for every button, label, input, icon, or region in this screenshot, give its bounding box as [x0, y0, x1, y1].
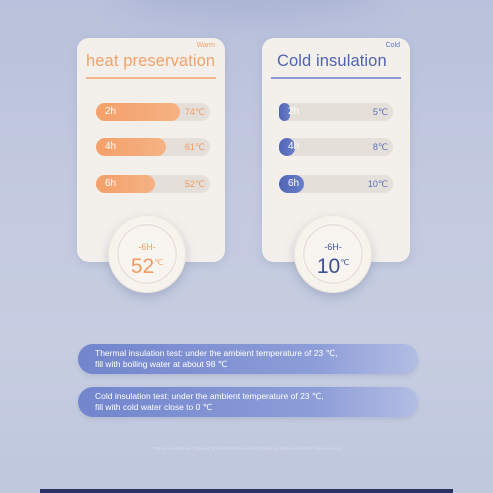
- cold-bar-fill: [279, 138, 295, 156]
- bar-temp-value: 52℃: [184, 179, 205, 189]
- bar-temp-value: 8℃: [372, 142, 388, 152]
- dial-temp-number: 52: [130, 255, 155, 278]
- dial-inner-ring: [303, 224, 363, 284]
- bar-hours-label: 6h: [288, 178, 300, 189]
- dial-temp-number: 10: [316, 255, 341, 278]
- warm-bar-6h: 6h 52℃: [96, 175, 210, 193]
- warm-tag: Warm: [196, 42, 215, 49]
- cold-insulation-title: Cold insulation: [277, 52, 387, 70]
- bar-hours-label: 2h: [105, 106, 117, 117]
- thermal-line-2: fill with boiling water at about 98 ℃: [95, 359, 228, 369]
- cold-bar-4h: 4h 8℃: [279, 138, 393, 156]
- warm-temperature-dial: -6H- 52℃: [108, 215, 186, 293]
- disclaimer-footnote: *The above data are obtained from Schmid…: [151, 446, 342, 451]
- dial-hours-label: -6H-: [324, 242, 342, 252]
- cold-temperature-dial: -6H- 10℃: [294, 215, 372, 293]
- cold-tag: Cold: [385, 42, 400, 49]
- heat-preservation-title: heat preservation: [86, 52, 216, 70]
- top-glow: [120, 0, 380, 20]
- warm-bar-2h: 2h 74℃: [96, 103, 210, 121]
- dial-temperature: 52℃: [108, 255, 186, 279]
- cold-line-2: fill with cold water close to 0 ℃: [95, 402, 213, 412]
- cold-bar-fill: [279, 175, 305, 193]
- bottom-band: [40, 489, 453, 493]
- warm-bar-fill: [96, 175, 156, 193]
- cold-bar-fill: [279, 103, 291, 121]
- warm-bar-fill: [96, 103, 181, 121]
- cold-test-note: Cold insulation test: under the ambient …: [78, 387, 418, 417]
- bar-temp-value: 5℃: [372, 107, 388, 117]
- thermal-test-note: Thermal insulation test: under the ambie…: [78, 344, 418, 374]
- cold-line-1: Cold insulation test: under the ambient …: [95, 391, 324, 401]
- dial-temperature: 10℃: [294, 255, 372, 279]
- bar-hours-label: 4h: [105, 141, 117, 152]
- bar-temp-value: 74℃: [184, 107, 205, 117]
- bar-hours-label: 4h: [288, 141, 300, 152]
- warm-bar-4h: 4h 61℃: [96, 138, 210, 156]
- dial-temp-unit: ℃: [154, 258, 164, 267]
- cold-bar-2h: 2h 5℃: [279, 103, 393, 121]
- cold-test-text: Cold insulation test: under the ambient …: [95, 391, 405, 413]
- title-divider: [271, 77, 401, 79]
- bar-hours-label: 2h: [288, 106, 300, 117]
- thermal-line-1: Thermal insulation test: under the ambie…: [95, 348, 338, 358]
- warm-bar-fill: [96, 138, 166, 156]
- thermal-test-text: Thermal insulation test: under the ambie…: [95, 348, 405, 370]
- title-divider: [86, 77, 216, 79]
- cold-bar-6h: 6h 10℃: [279, 175, 393, 193]
- dial-hours-label: -6H-: [138, 242, 156, 252]
- cold-insulation-card: Cold Cold insulation 2h 5℃ 4h 8℃ 6h 10℃: [262, 38, 410, 262]
- heat-preservation-card: Warm heat preservation 2h 74℃ 4h 61℃ 6h …: [77, 38, 225, 262]
- dial-temp-unit: ℃: [340, 258, 350, 267]
- bar-hours-label: 6h: [105, 178, 117, 189]
- dial-inner-ring: [117, 224, 177, 284]
- bar-temp-value: 61℃: [184, 142, 205, 152]
- bar-temp-value: 10℃: [367, 179, 388, 189]
